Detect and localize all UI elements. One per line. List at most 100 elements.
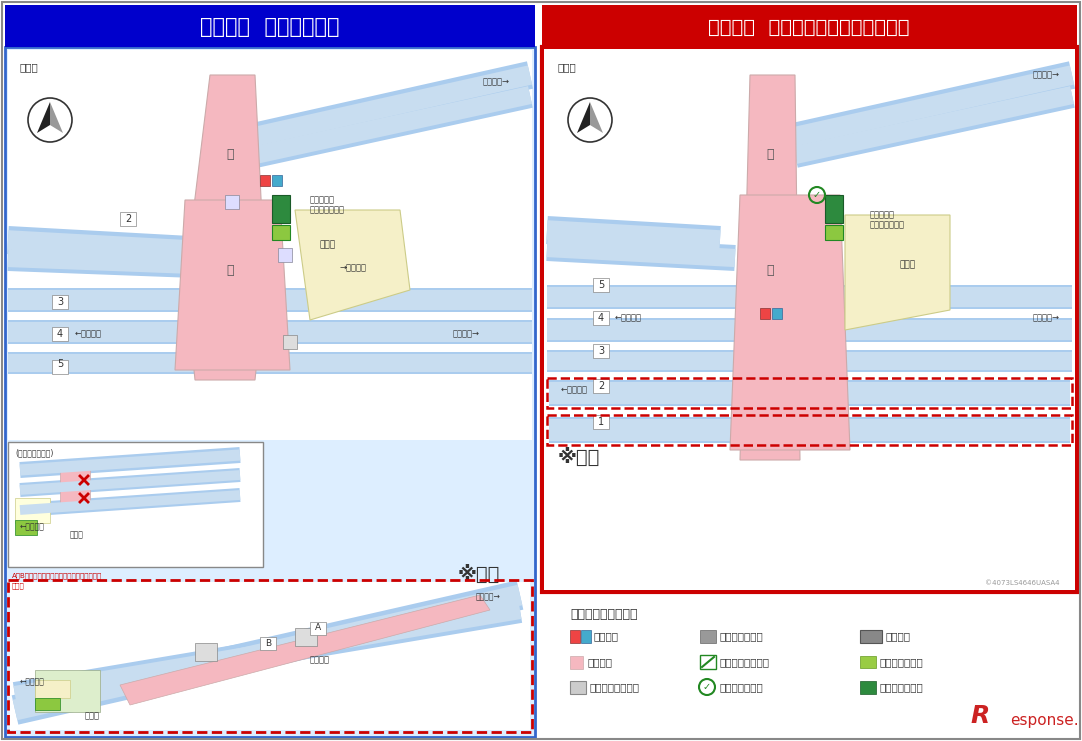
- Bar: [52, 295, 68, 309]
- Bar: [15, 498, 50, 523]
- Polygon shape: [792, 82, 1074, 167]
- Text: 4: 4: [598, 313, 604, 323]
- Text: 2: 2: [124, 214, 131, 224]
- Text: 小倉方面→: 小倉方面→: [453, 330, 480, 339]
- Bar: [8, 354, 532, 372]
- Polygon shape: [546, 235, 736, 271]
- Text: 【折尾駅  現行構内図】: 【折尾駅 現行構内図】: [200, 17, 340, 37]
- Bar: [549, 417, 1070, 443]
- Bar: [549, 419, 1070, 441]
- Text: A・Bのりばは、高架化工事に伴い廃止となり: A・Bのりばは、高架化工事に伴い廃止となり: [12, 572, 103, 579]
- Polygon shape: [8, 226, 190, 264]
- Text: 駅入口: 駅入口: [320, 241, 337, 250]
- Bar: [549, 382, 1070, 404]
- Bar: [760, 308, 770, 319]
- Bar: [570, 656, 583, 669]
- Text: バスのりば
タクシーのりば: バスのりば タクシーのりば: [311, 195, 345, 214]
- Polygon shape: [730, 195, 850, 450]
- Bar: [547, 378, 1072, 408]
- Bar: [8, 352, 532, 374]
- Polygon shape: [252, 82, 532, 167]
- Text: ＝きっぷ売り場: ＝きっぷ売り場: [880, 657, 924, 667]
- Bar: [278, 248, 292, 262]
- Text: ※廃止: ※廃止: [458, 565, 500, 584]
- Bar: [8, 50, 532, 440]
- Bar: [120, 212, 136, 226]
- Bar: [593, 278, 609, 292]
- Polygon shape: [295, 210, 410, 320]
- Text: 差方方面: 差方方面: [311, 656, 330, 665]
- Polygon shape: [19, 449, 240, 476]
- Bar: [771, 308, 782, 319]
- Bar: [283, 335, 296, 349]
- Text: R: R: [971, 704, 990, 728]
- Polygon shape: [237, 62, 533, 153]
- Text: esponse.: esponse.: [1010, 713, 1079, 728]
- Bar: [225, 195, 239, 209]
- Text: 折尾駅: 折尾駅: [19, 62, 39, 72]
- Text: ＝精算所: ＝精算所: [886, 631, 911, 641]
- Polygon shape: [19, 488, 240, 517]
- Text: 2: 2: [598, 381, 604, 391]
- Text: 小倉方面→: 小倉方面→: [475, 592, 500, 601]
- Bar: [272, 195, 290, 223]
- Bar: [311, 622, 326, 635]
- Bar: [593, 379, 609, 393]
- Polygon shape: [253, 86, 532, 164]
- Text: ←差方方面: ←差方方面: [560, 385, 588, 394]
- Polygon shape: [175, 200, 290, 370]
- Text: ます。: ます。: [12, 582, 25, 588]
- Polygon shape: [577, 102, 590, 133]
- Text: B: B: [265, 639, 272, 648]
- Bar: [549, 380, 1070, 406]
- Bar: [272, 225, 290, 240]
- Bar: [570, 630, 580, 643]
- Bar: [824, 225, 843, 240]
- Bar: [10, 582, 530, 730]
- Bar: [547, 320, 1072, 340]
- Text: ＝みどりの窓口: ＝みどりの窓口: [720, 682, 764, 692]
- Polygon shape: [13, 585, 523, 720]
- Text: ＝エスカレーター: ＝エスカレーター: [720, 657, 770, 667]
- Text: 若松方面→: 若松方面→: [483, 78, 510, 87]
- Text: →環境口へ: →環境口へ: [340, 264, 367, 273]
- Text: 👥: 👥: [766, 148, 774, 162]
- Text: 駅入口: 駅入口: [900, 261, 916, 270]
- Polygon shape: [19, 470, 240, 495]
- Polygon shape: [8, 230, 190, 260]
- Bar: [547, 285, 1072, 309]
- Polygon shape: [13, 597, 523, 708]
- Bar: [35, 680, 70, 698]
- Bar: [542, 5, 1077, 47]
- Bar: [295, 628, 317, 646]
- Polygon shape: [13, 601, 522, 704]
- Text: 5: 5: [598, 280, 604, 290]
- Text: ←博多方面: ←博多方面: [75, 330, 102, 339]
- Text: ＝トイレ: ＝トイレ: [594, 631, 619, 641]
- Text: 👥: 👥: [766, 264, 774, 276]
- Text: ＝エレベーター: ＝エレベーター: [720, 631, 764, 641]
- Text: 3: 3: [598, 346, 604, 356]
- Text: 👥: 👥: [226, 148, 234, 162]
- Polygon shape: [546, 239, 736, 267]
- Polygon shape: [19, 490, 240, 515]
- Polygon shape: [546, 216, 721, 254]
- Bar: [700, 630, 716, 643]
- Bar: [5, 5, 535, 47]
- Bar: [8, 320, 532, 344]
- Polygon shape: [740, 75, 800, 460]
- Text: 3: 3: [57, 297, 63, 307]
- Text: 小倉方面→: 小倉方面→: [1033, 313, 1060, 322]
- Polygon shape: [50, 102, 63, 133]
- Polygon shape: [546, 220, 721, 250]
- Bar: [5, 47, 535, 737]
- Text: ©4073LS4646UASA4: ©4073LS4646UASA4: [986, 580, 1060, 586]
- Text: 【折尾駅  高架化工事完成後構内図】: 【折尾駅 高架化工事完成後構内図】: [709, 18, 910, 36]
- Bar: [547, 318, 1072, 342]
- Text: 【記号と色の説明】: 【記号と色の説明】: [570, 608, 637, 621]
- Polygon shape: [777, 62, 1076, 153]
- Bar: [593, 311, 609, 325]
- Text: 折尾駅: 折尾駅: [558, 62, 577, 72]
- Bar: [195, 643, 217, 661]
- Text: ✓: ✓: [813, 190, 821, 200]
